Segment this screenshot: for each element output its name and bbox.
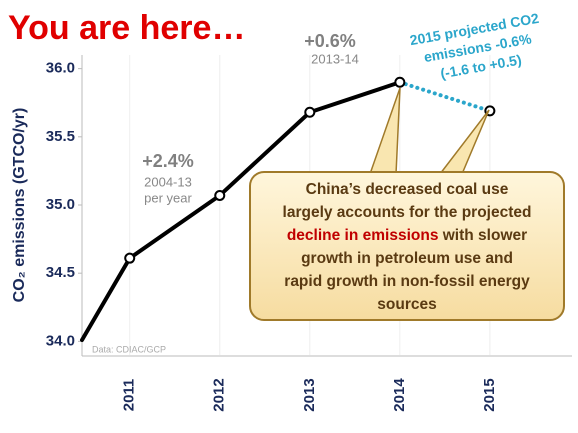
callout-line: sources [377,296,436,313]
callout-text: growth in petroleum use and [301,250,513,267]
callout-box [249,171,565,321]
callout-text: China’s decreased coal use [306,181,509,198]
annotation: +0.6% [304,31,356,51]
callout-text: sources [377,296,436,313]
annotation: 2004-13 [144,174,192,189]
callout-line: growth in petroleum use and [301,250,513,267]
y-tick-label: 34.0 [46,332,75,349]
callout-text: with slower [438,227,527,244]
y-tick-label: 35.0 [46,196,75,213]
callout-pointer [368,87,401,175]
data-point [214,189,226,201]
callout: China’s decreased coal use largely accoun… [249,87,565,321]
y-tick-label: 35.5 [46,128,75,145]
callout-line: decline in emissions with slower [287,227,527,244]
x-tick-label: 2013 [301,378,318,411]
chart-title: You are here… [8,9,245,47]
y-axis-label: CO₂ emissions (GTCO/yr) [11,108,28,303]
data-point [304,106,316,118]
x-tick-label: 2011 [121,379,138,412]
callout-line: China’s decreased coal use [306,181,509,198]
callout-line: rapid growth in non-fossil energy [284,273,530,290]
y-tick-label: 34.5 [46,264,75,281]
annotation: 2013-14 [311,51,359,66]
callout-text: decline in emissions [287,227,439,244]
data-point [394,76,406,88]
callout-text: rapid growth in non-fossil energy [284,273,530,290]
x-tick-label: 2015 [481,378,498,411]
data-point [124,252,136,264]
callout-line: largely accounts for the projected [283,204,532,221]
callout-text: largely accounts for the projected [283,204,532,221]
annotation: +2.4% [142,151,194,171]
x-tick-label: 2014 [391,378,408,412]
x-tick-label: 2012 [211,378,228,411]
data-line [397,80,492,113]
projection-note: 2015 projected CO2 emissions -0.6% (-1.6… [409,10,541,82]
source: Data: CDIAC/GCP [92,344,166,354]
y-tick-label: 36.0 [46,60,75,77]
callout-pointer [438,109,490,175]
annotation: per year [144,190,192,205]
